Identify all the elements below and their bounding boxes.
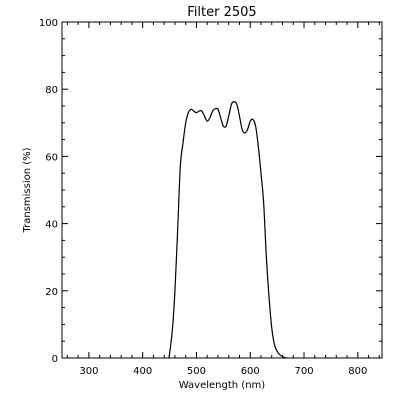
tick-labels: 300 400 500 600 700 800 0 20 40 60 80 100 (39, 18, 367, 377)
y-tick-label: 80 (45, 85, 58, 96)
y-tick-label: 0 (52, 354, 58, 365)
y-tick-label: 20 (45, 287, 58, 298)
x-tick-label: 400 (133, 366, 152, 377)
plot-frame (61, 21, 383, 359)
series-group (168, 101, 288, 359)
x-tick-label: 600 (241, 366, 260, 377)
transmission-curve (168, 101, 288, 359)
y-axis-label: Transmission (%) (22, 147, 33, 233)
y-tick-label: 40 (45, 220, 58, 231)
x-tick-label: 500 (187, 366, 206, 377)
x-tick-label: 300 (79, 366, 98, 377)
x-tick-label: 800 (348, 366, 367, 377)
y-tick-label: 60 (45, 152, 58, 163)
x-axis-label: Wavelength (nm) (179, 380, 265, 391)
chart-title: Filter 2505 (187, 5, 256, 20)
axis-ticks (62, 21, 382, 359)
x-tick-label: 700 (294, 366, 313, 377)
y-tick-label: 100 (39, 18, 58, 29)
